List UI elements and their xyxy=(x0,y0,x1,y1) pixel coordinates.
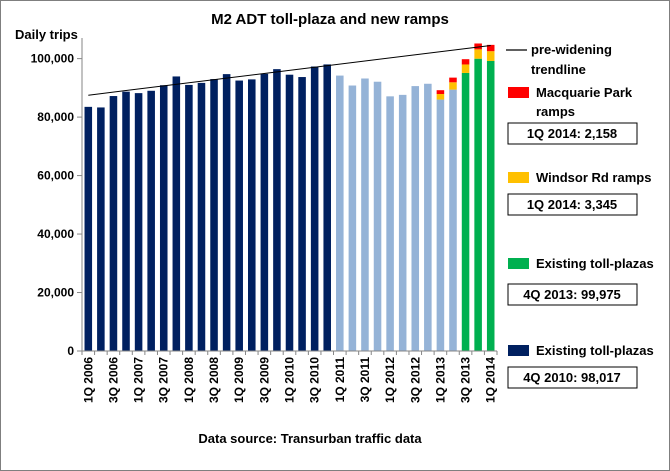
bar-s0-5 xyxy=(147,90,155,351)
bar-s1-26 xyxy=(411,86,420,351)
x-tick-label: 3Q 2009 xyxy=(257,357,271,403)
legend-note: 4Q 2010: 98,017 xyxy=(523,370,621,385)
y-axis-label: Daily trips xyxy=(15,27,78,42)
bar-s2-30 xyxy=(461,72,470,351)
x-tick-label: 1Q 2011 xyxy=(333,357,347,403)
bar-s3-31 xyxy=(474,49,482,59)
bar-s1-28 xyxy=(436,99,445,351)
bar-s0-10 xyxy=(210,79,218,351)
bar-s0-0 xyxy=(84,106,93,351)
legend-color-key xyxy=(508,345,529,356)
y-tick-label: 0 xyxy=(67,344,74,358)
bar-s0-8 xyxy=(185,84,193,352)
x-tick-label: 1Q 2010 xyxy=(283,357,297,403)
bar-s4-29 xyxy=(449,77,457,83)
legend-label: Existing toll-plazas xyxy=(536,256,654,271)
bar-s4-31 xyxy=(474,43,482,50)
bar-s1-21 xyxy=(348,85,357,352)
bar-s1-20 xyxy=(336,75,344,351)
y-tick-label: 100,000 xyxy=(31,52,75,66)
legend-note-box xyxy=(507,122,638,145)
y-tick-label: 80,000 xyxy=(37,110,74,124)
legend-note: 1Q 2014: 3,345 xyxy=(527,197,617,212)
bar-s3-29 xyxy=(449,82,457,90)
legend-note-box xyxy=(507,283,638,306)
bar-s1-27 xyxy=(424,83,432,351)
legend-color-key xyxy=(508,87,529,98)
legend-note: 1Q 2014: 2,158 xyxy=(527,126,617,141)
bar-s3-30 xyxy=(461,64,470,73)
x-tick-label: 1Q 2008 xyxy=(182,357,196,403)
bar-s0-2 xyxy=(109,96,118,351)
bar-s3-32 xyxy=(486,51,495,61)
legend-note-box xyxy=(507,366,638,389)
x-tick-label: 3Q 2011 xyxy=(358,357,372,403)
bar-s1-22 xyxy=(361,78,369,351)
bar-s1-24 xyxy=(386,96,394,351)
chart-title: M2 ADT toll-plaza and new ramps xyxy=(211,11,449,28)
bar-s0-16 xyxy=(285,74,294,351)
bar-s0-15 xyxy=(273,69,281,351)
legend-label: ramps xyxy=(536,104,575,119)
legend-label: trendline xyxy=(531,62,586,77)
x-tick-label: 1Q 2009 xyxy=(232,357,246,403)
bar-s2-31 xyxy=(474,58,482,351)
legend-label: Macquarie Park xyxy=(536,85,633,100)
axes-group: 0 20,000 40,000 60,000 80,000 100,000 1Q 2006 3… xyxy=(31,38,498,403)
legend-color-key xyxy=(508,258,529,269)
bar-s0-1 xyxy=(97,107,105,351)
legend: pre-widening trendline Macquarie Park ramps… xyxy=(506,42,654,389)
y-tick-label: 40,000 xyxy=(37,227,74,241)
bar-s1-29 xyxy=(449,89,457,352)
legend-label: Existing toll-plazas xyxy=(536,343,654,358)
x-tick-label: 3Q 2007 xyxy=(157,357,171,403)
legend-label: Windsor Rd ramps xyxy=(536,170,651,185)
bar-s0-17 xyxy=(298,77,306,351)
bar-s4-28 xyxy=(436,90,445,94)
x-tick-label: 1Q 2006 xyxy=(81,357,95,403)
bar-s2-32 xyxy=(486,60,495,352)
x-tick-label: 1Q 2013 xyxy=(433,357,447,403)
bar-s4-30 xyxy=(461,59,470,65)
bar-s0-6 xyxy=(159,85,168,351)
bar-s0-4 xyxy=(134,93,143,352)
bar-s0-12 xyxy=(235,80,243,352)
x-tick-label: 1Q 2012 xyxy=(383,357,397,403)
legend-label: pre-widening xyxy=(531,42,612,57)
bar-s0-13 xyxy=(248,79,256,351)
bar-s0-19 xyxy=(323,64,331,352)
bar-s0-7 xyxy=(172,76,181,351)
trendline-group xyxy=(88,45,491,96)
legend-color-key xyxy=(508,172,529,183)
bar-s0-9 xyxy=(197,82,206,351)
x-tick-label: 1Q 2014 xyxy=(484,357,498,403)
bar-s1-23 xyxy=(373,81,382,351)
bar-s4-32 xyxy=(486,44,495,52)
bar-s0-3 xyxy=(122,91,130,351)
x-tick-label: 3Q 2012 xyxy=(408,357,422,403)
data-source-note: Data source: Transurban traffic data xyxy=(198,431,422,446)
bar-s0-11 xyxy=(222,74,231,352)
legend-note-box xyxy=(507,193,638,216)
bar-s3-28 xyxy=(436,94,445,100)
x-tick-label: 1Q 2007 xyxy=(132,357,146,403)
bar-s1-25 xyxy=(398,94,407,352)
bars-group xyxy=(84,43,495,352)
x-tick-label: 3Q 2013 xyxy=(459,357,473,403)
x-tick-label: 3Q 2006 xyxy=(106,357,120,403)
x-tick-label: 3Q 2008 xyxy=(207,357,221,403)
y-tick-label: 60,000 xyxy=(37,169,74,183)
legend-note: 4Q 2013: 99,975 xyxy=(523,287,621,302)
trendline xyxy=(88,45,491,96)
bar-s0-18 xyxy=(310,66,319,351)
x-tick-label: 3Q 2010 xyxy=(308,357,322,403)
bar-s0-14 xyxy=(260,73,269,351)
y-tick-label: 20,000 xyxy=(37,286,74,300)
